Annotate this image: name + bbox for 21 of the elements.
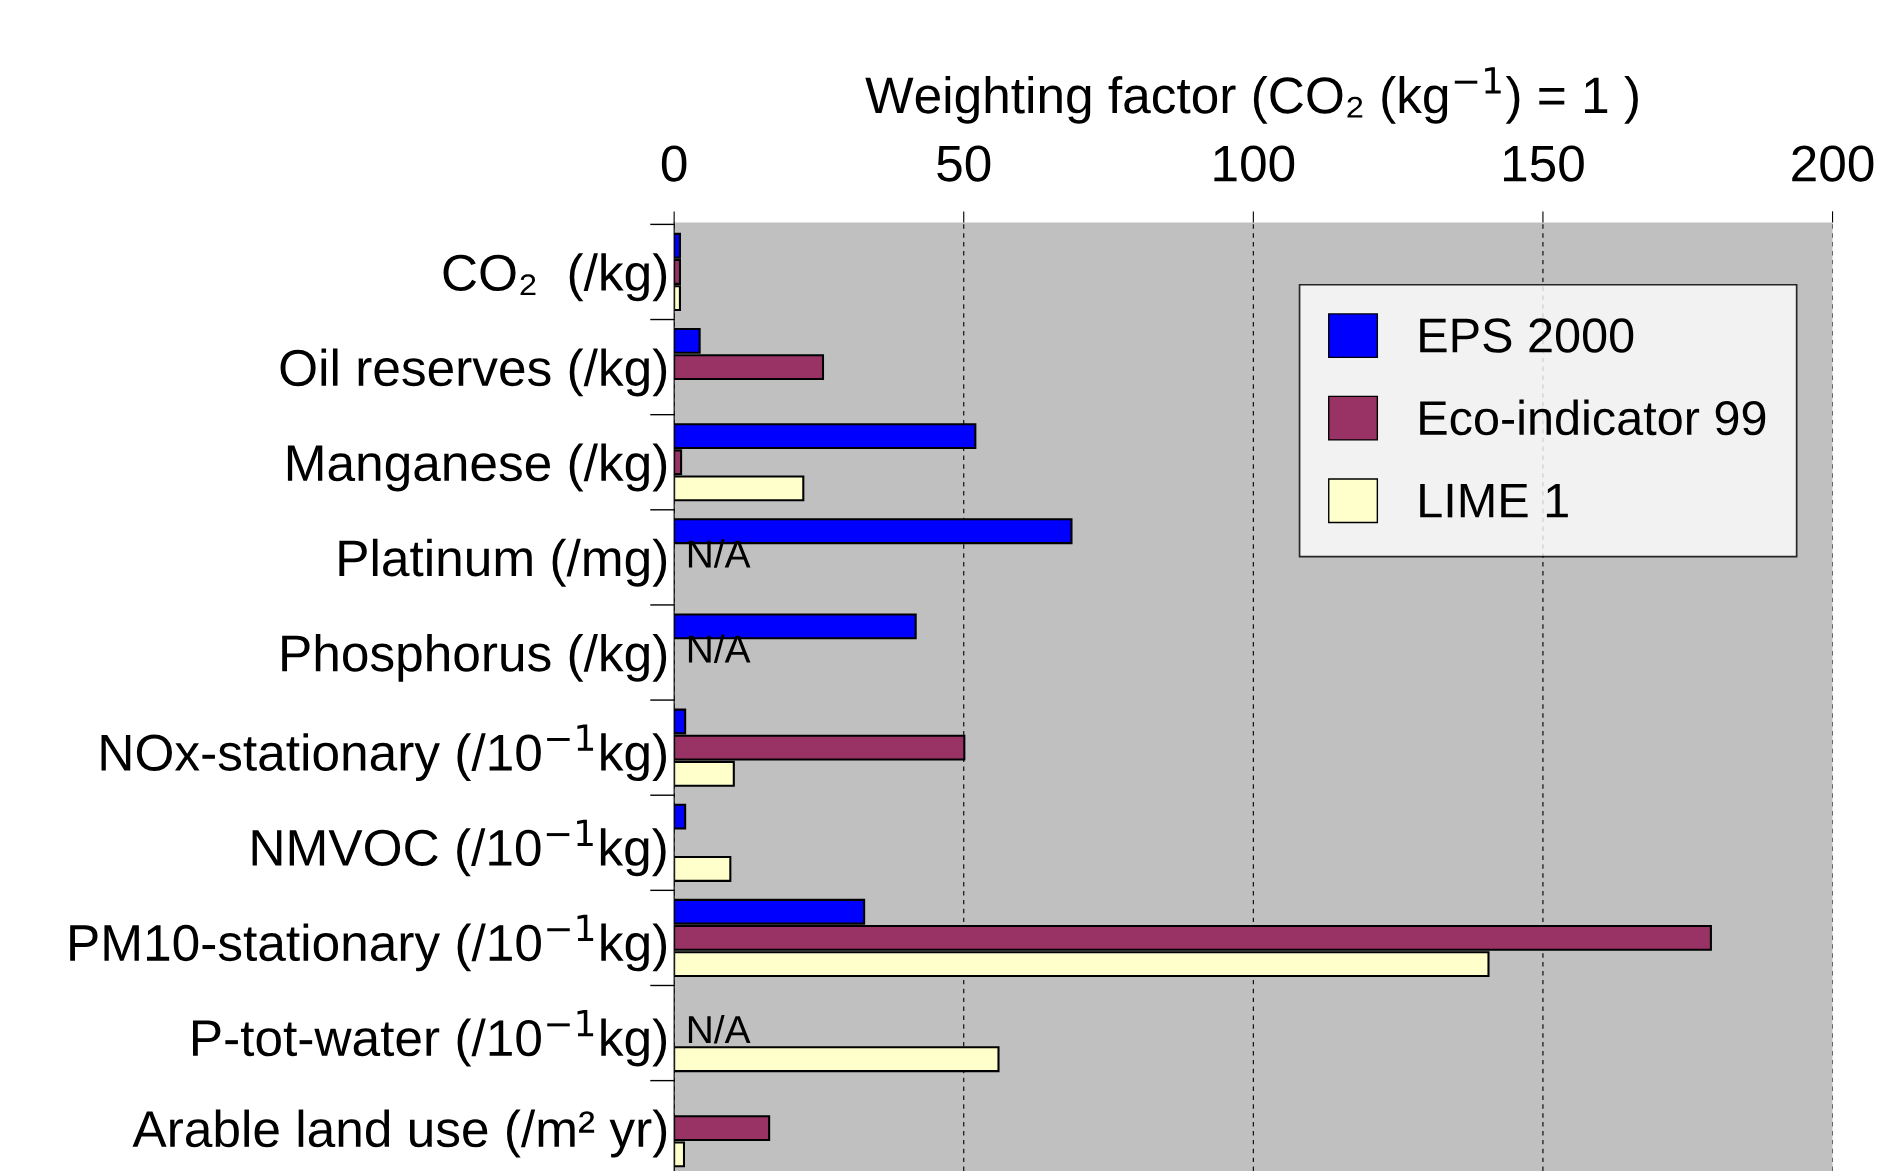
y-tick-label: PM10-stationary (/10$^{−1}$kg) <box>70 914 667 972</box>
x-tick-label: 150 <box>1503 145 1584 182</box>
x-tick-label: 200 <box>1792 145 1874 182</box>
y-tick-label: CO₂ (/kg) <box>443 253 667 302</box>
y-tick-label: Oil reserves (/kg) <box>280 348 667 397</box>
y-tick-label: NOx-stationary (/10$^{−1}$kg) <box>101 724 666 782</box>
y-tick-label: Platinum (/mg) <box>339 538 667 587</box>
x-tick-label: 0 <box>661 145 687 182</box>
y-tick-label: Manganese (/kg) <box>287 443 667 492</box>
x-tick-label: 50 <box>937 145 991 182</box>
annotation: N/A <box>688 634 751 663</box>
y-tick-label: P-tot-water (/10$^{−1}$kg) <box>193 1009 667 1067</box>
y-tick-label: Arable land use (/m² yr) <box>132 1109 667 1158</box>
annotation: N/A <box>688 1014 751 1044</box>
x-tick-label: 100 <box>1214 145 1295 182</box>
y-tick-label: NMVOC (/10$^{−1}$kg) <box>252 819 666 877</box>
x-axis-title: Weighting factor (CO₂ (kg$^{−1}$) = 1 ) <box>865 67 1638 124</box>
legend-label: LIME 1 <box>1420 483 1568 518</box>
legend-label: Eco-indicator 99 <box>1420 399 1766 436</box>
legend-label: EPS 2000 <box>1420 318 1634 353</box>
y-tick-label: Phosphorus (/kg) <box>282 633 667 682</box>
